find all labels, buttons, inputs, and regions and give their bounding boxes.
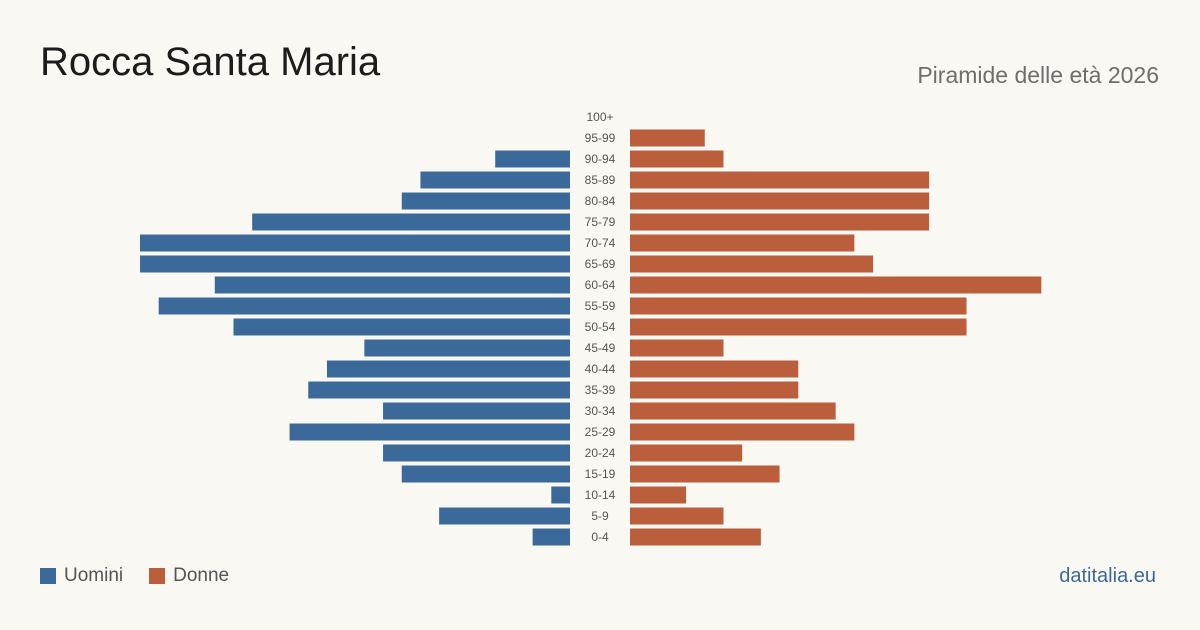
bar-female-90-94 (630, 150, 724, 168)
age-group-label: 55-59 (585, 299, 616, 313)
bar-male-35-39 (308, 381, 570, 399)
age-group-label: 75-79 (585, 215, 616, 229)
age-group-label: 20-24 (585, 446, 616, 460)
bar-female-40-44 (630, 360, 799, 378)
bar-male-75-79 (252, 213, 570, 231)
bar-female-0-4 (630, 528, 761, 546)
bar-male-45-49 (364, 339, 570, 357)
age-group-label: 0-4 (591, 530, 609, 544)
bar-female-85-89 (630, 171, 930, 189)
age-group-label: 15-19 (585, 467, 616, 481)
age-group-label: 5-9 (591, 509, 609, 523)
age-group-label: 30-34 (585, 404, 616, 418)
age-group-label: 45-49 (585, 341, 616, 355)
legend-item-female: Donne (149, 565, 229, 587)
age-group-label: 40-44 (585, 362, 616, 376)
age-group-label: 50-54 (585, 320, 616, 334)
bar-female-80-84 (630, 192, 930, 210)
bar-male-90-94 (495, 150, 570, 168)
bar-female-35-39 (630, 381, 799, 399)
bar-female-10-14 (630, 486, 687, 504)
bar-male-80-84 (401, 192, 570, 210)
age-group-label: 35-39 (585, 383, 616, 397)
legend-label-male: Uomini (64, 565, 124, 586)
bar-female-60-64 (630, 276, 1042, 294)
brand-link[interactable]: datitalia.eu (1059, 565, 1156, 587)
bar-male-40-44 (326, 360, 570, 378)
bar-female-50-54 (630, 318, 967, 336)
bar-female-5-9 (630, 507, 724, 525)
age-group-label: 65-69 (585, 257, 616, 271)
bar-female-65-69 (630, 255, 874, 273)
chart-title: Rocca Santa Maria (40, 40, 381, 84)
bar-female-55-59 (630, 297, 967, 315)
age-group-label: 85-89 (585, 173, 616, 187)
age-group-label: 10-14 (585, 488, 616, 502)
bar-male-85-89 (420, 171, 570, 189)
bar-male-30-34 (383, 402, 570, 420)
bar-male-70-74 (140, 234, 570, 252)
bar-female-25-29 (630, 423, 855, 441)
bar-male-60-64 (214, 276, 571, 294)
bar-female-75-79 (630, 213, 930, 231)
age-group-label: 100+ (586, 110, 613, 124)
age-group-label: 25-29 (585, 425, 616, 439)
bar-male-10-14 (551, 486, 570, 504)
legend-swatch-male (40, 568, 56, 584)
chart-subtitle: Piramide delle età 2026 (917, 62, 1159, 88)
age-group-label: 70-74 (585, 236, 616, 250)
bar-female-20-24 (630, 444, 743, 462)
bar-male-20-24 (383, 444, 570, 462)
bar-female-45-49 (630, 339, 724, 357)
legend-item-male: Uomini (40, 565, 123, 587)
bar-male-50-54 (233, 318, 570, 336)
legend-label-female: Donne (173, 565, 230, 586)
age-group-label: 60-64 (585, 278, 616, 292)
bar-male-65-69 (140, 255, 570, 273)
bar-female-70-74 (630, 234, 855, 252)
age-group-label: 95-99 (585, 131, 616, 145)
bar-female-15-19 (630, 465, 780, 483)
bar-male-0-4 (532, 528, 570, 546)
bar-male-25-29 (289, 423, 570, 441)
bar-female-95-99 (630, 129, 705, 147)
chart-legend: Uomini Donne (40, 565, 255, 587)
bar-male-55-59 (158, 297, 570, 315)
bar-female-30-34 (630, 402, 836, 420)
legend-swatch-female (149, 568, 166, 584)
bar-male-15-19 (401, 465, 570, 483)
bar-male-5-9 (439, 507, 570, 525)
age-group-label: 90-94 (585, 152, 616, 166)
age-group-label: 80-84 (585, 194, 616, 208)
